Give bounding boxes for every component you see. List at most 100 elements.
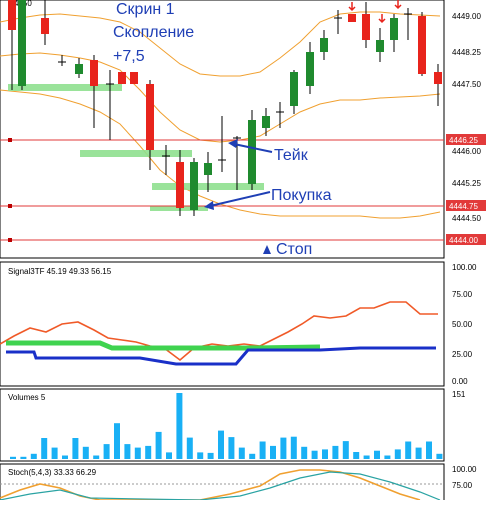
volume-bar	[238, 447, 245, 459]
volume-bar	[207, 452, 214, 459]
candle-bull	[290, 72, 298, 106]
stop-level-marker	[8, 238, 12, 242]
volume-bar	[259, 441, 266, 459]
stochastic-pane[interactable]: Stoch(5,4,3) 33.33 66.29 100.00 75.00	[0, 463, 477, 503]
candle-bull	[390, 18, 398, 40]
zone-rect-2	[80, 150, 192, 157]
candle-bear	[90, 60, 98, 86]
candle-bear	[130, 72, 138, 84]
volume-bar	[134, 447, 141, 459]
signal-indicator-pane[interactable]: Signal3TF 45.19 49.33 56.15 100.00 75.00…	[0, 261, 477, 387]
buy-price-tag	[446, 200, 486, 211]
stop-annotation: Стоп	[276, 241, 312, 258]
volume-bar	[103, 444, 110, 459]
volume-bar	[374, 450, 380, 459]
volume-bar	[145, 445, 152, 459]
candle-bear	[8, 0, 16, 30]
price-axis-label: 4447.50	[452, 80, 481, 89]
signal-pane-title: Signal3TF 45.19 49.33 56.15	[8, 267, 112, 276]
screen-title-annotation: Скрин 1	[116, 1, 175, 18]
buy-pointer-arrowhead	[204, 201, 214, 210]
volume-bar	[176, 393, 183, 459]
volume-bar	[114, 423, 120, 459]
price-axis: 4449.00 4448.25 4447.50 4446.00 4445.25 …	[446, 12, 486, 245]
signal-green-line	[6, 340, 321, 351]
volumes-axis-max-label: 151	[452, 390, 466, 399]
volume-bar	[228, 437, 235, 459]
signal-axis-label: 0.00	[452, 377, 468, 386]
take-pointer-arrow	[233, 143, 273, 153]
volume-bar	[394, 449, 401, 459]
volume-bar	[186, 437, 193, 459]
volume-bar	[301, 446, 308, 459]
volumes-pane[interactable]: Volumes 5 151	[0, 388, 466, 462]
ma-upper-line	[0, 11, 441, 77]
volume-bar	[72, 438, 79, 459]
zone-annotation: Скопление	[113, 24, 194, 41]
zone-rect-1	[8, 84, 122, 91]
volume-bar	[166, 452, 172, 459]
candle-bear	[176, 162, 184, 208]
candle-bear	[434, 72, 442, 84]
volume-bar	[384, 455, 391, 459]
volume-bar	[363, 455, 370, 459]
price-axis-label: 4448.25	[452, 48, 481, 57]
volume-bar	[41, 438, 48, 459]
price-axis-label: 4449.00	[452, 12, 481, 21]
take-price-tag	[446, 134, 486, 145]
candle-bull	[262, 116, 270, 128]
volume-bar	[311, 450, 318, 459]
price-axis-label: 4446.00	[452, 147, 481, 156]
volume-bar	[405, 441, 412, 459]
volume-bar	[62, 455, 68, 459]
volume-bar	[10, 456, 16, 459]
volume-bar	[30, 453, 37, 459]
stochastic-main-line	[0, 469, 421, 501]
candle-bull	[320, 38, 328, 52]
volume-bar	[415, 447, 422, 459]
volume-bar	[124, 444, 131, 459]
volume-bars	[10, 393, 443, 459]
volume-bar	[322, 449, 328, 459]
candle-bear	[362, 14, 370, 40]
volume-bar	[155, 431, 162, 459]
ma-middle-line	[0, 52, 441, 143]
arrow-down-icon	[348, 2, 356, 12]
candle-bull	[248, 120, 256, 184]
price-axis-label: 4445.25	[452, 179, 481, 188]
signal-axis-label: 100.00	[452, 263, 477, 272]
volume-bar	[270, 445, 276, 459]
stop-price-tag-label: 4444.00	[449, 236, 478, 245]
price-axis-label: 4444.50	[452, 214, 481, 223]
main-chart-pane[interactable]: 4450	[0, 0, 445, 259]
volume-bar	[249, 453, 256, 459]
candle-bull	[18, 0, 26, 86]
volume-bar	[353, 452, 360, 459]
candle-bear	[41, 18, 49, 34]
stochastic-signal-line	[0, 471, 441, 501]
candle-bull	[306, 52, 314, 86]
candle-bull	[190, 162, 198, 210]
stochastic-axis-label: 100.00	[452, 465, 477, 474]
signal-arrows	[348, 0, 402, 24]
volume-bar	[20, 456, 27, 459]
signal-blue-line	[6, 346, 436, 366]
zone-rect-4	[150, 206, 208, 211]
candle-bear	[118, 72, 126, 84]
volume-bar	[280, 437, 287, 459]
take-level-marker	[8, 138, 12, 142]
candles	[8, 0, 442, 216]
signal-axis-label: 25.00	[452, 350, 473, 359]
volume-bar	[342, 441, 349, 459]
volume-bar	[436, 453, 443, 459]
candle-bear	[146, 84, 154, 150]
volume-bar	[51, 447, 58, 459]
volume-bar	[332, 445, 339, 459]
volume-bar	[290, 436, 297, 459]
stop-price-tag	[446, 234, 486, 245]
take-pointer-arrowhead	[228, 139, 238, 148]
candle-bear	[348, 14, 356, 22]
signal-axis-label: 75.00	[452, 290, 473, 299]
